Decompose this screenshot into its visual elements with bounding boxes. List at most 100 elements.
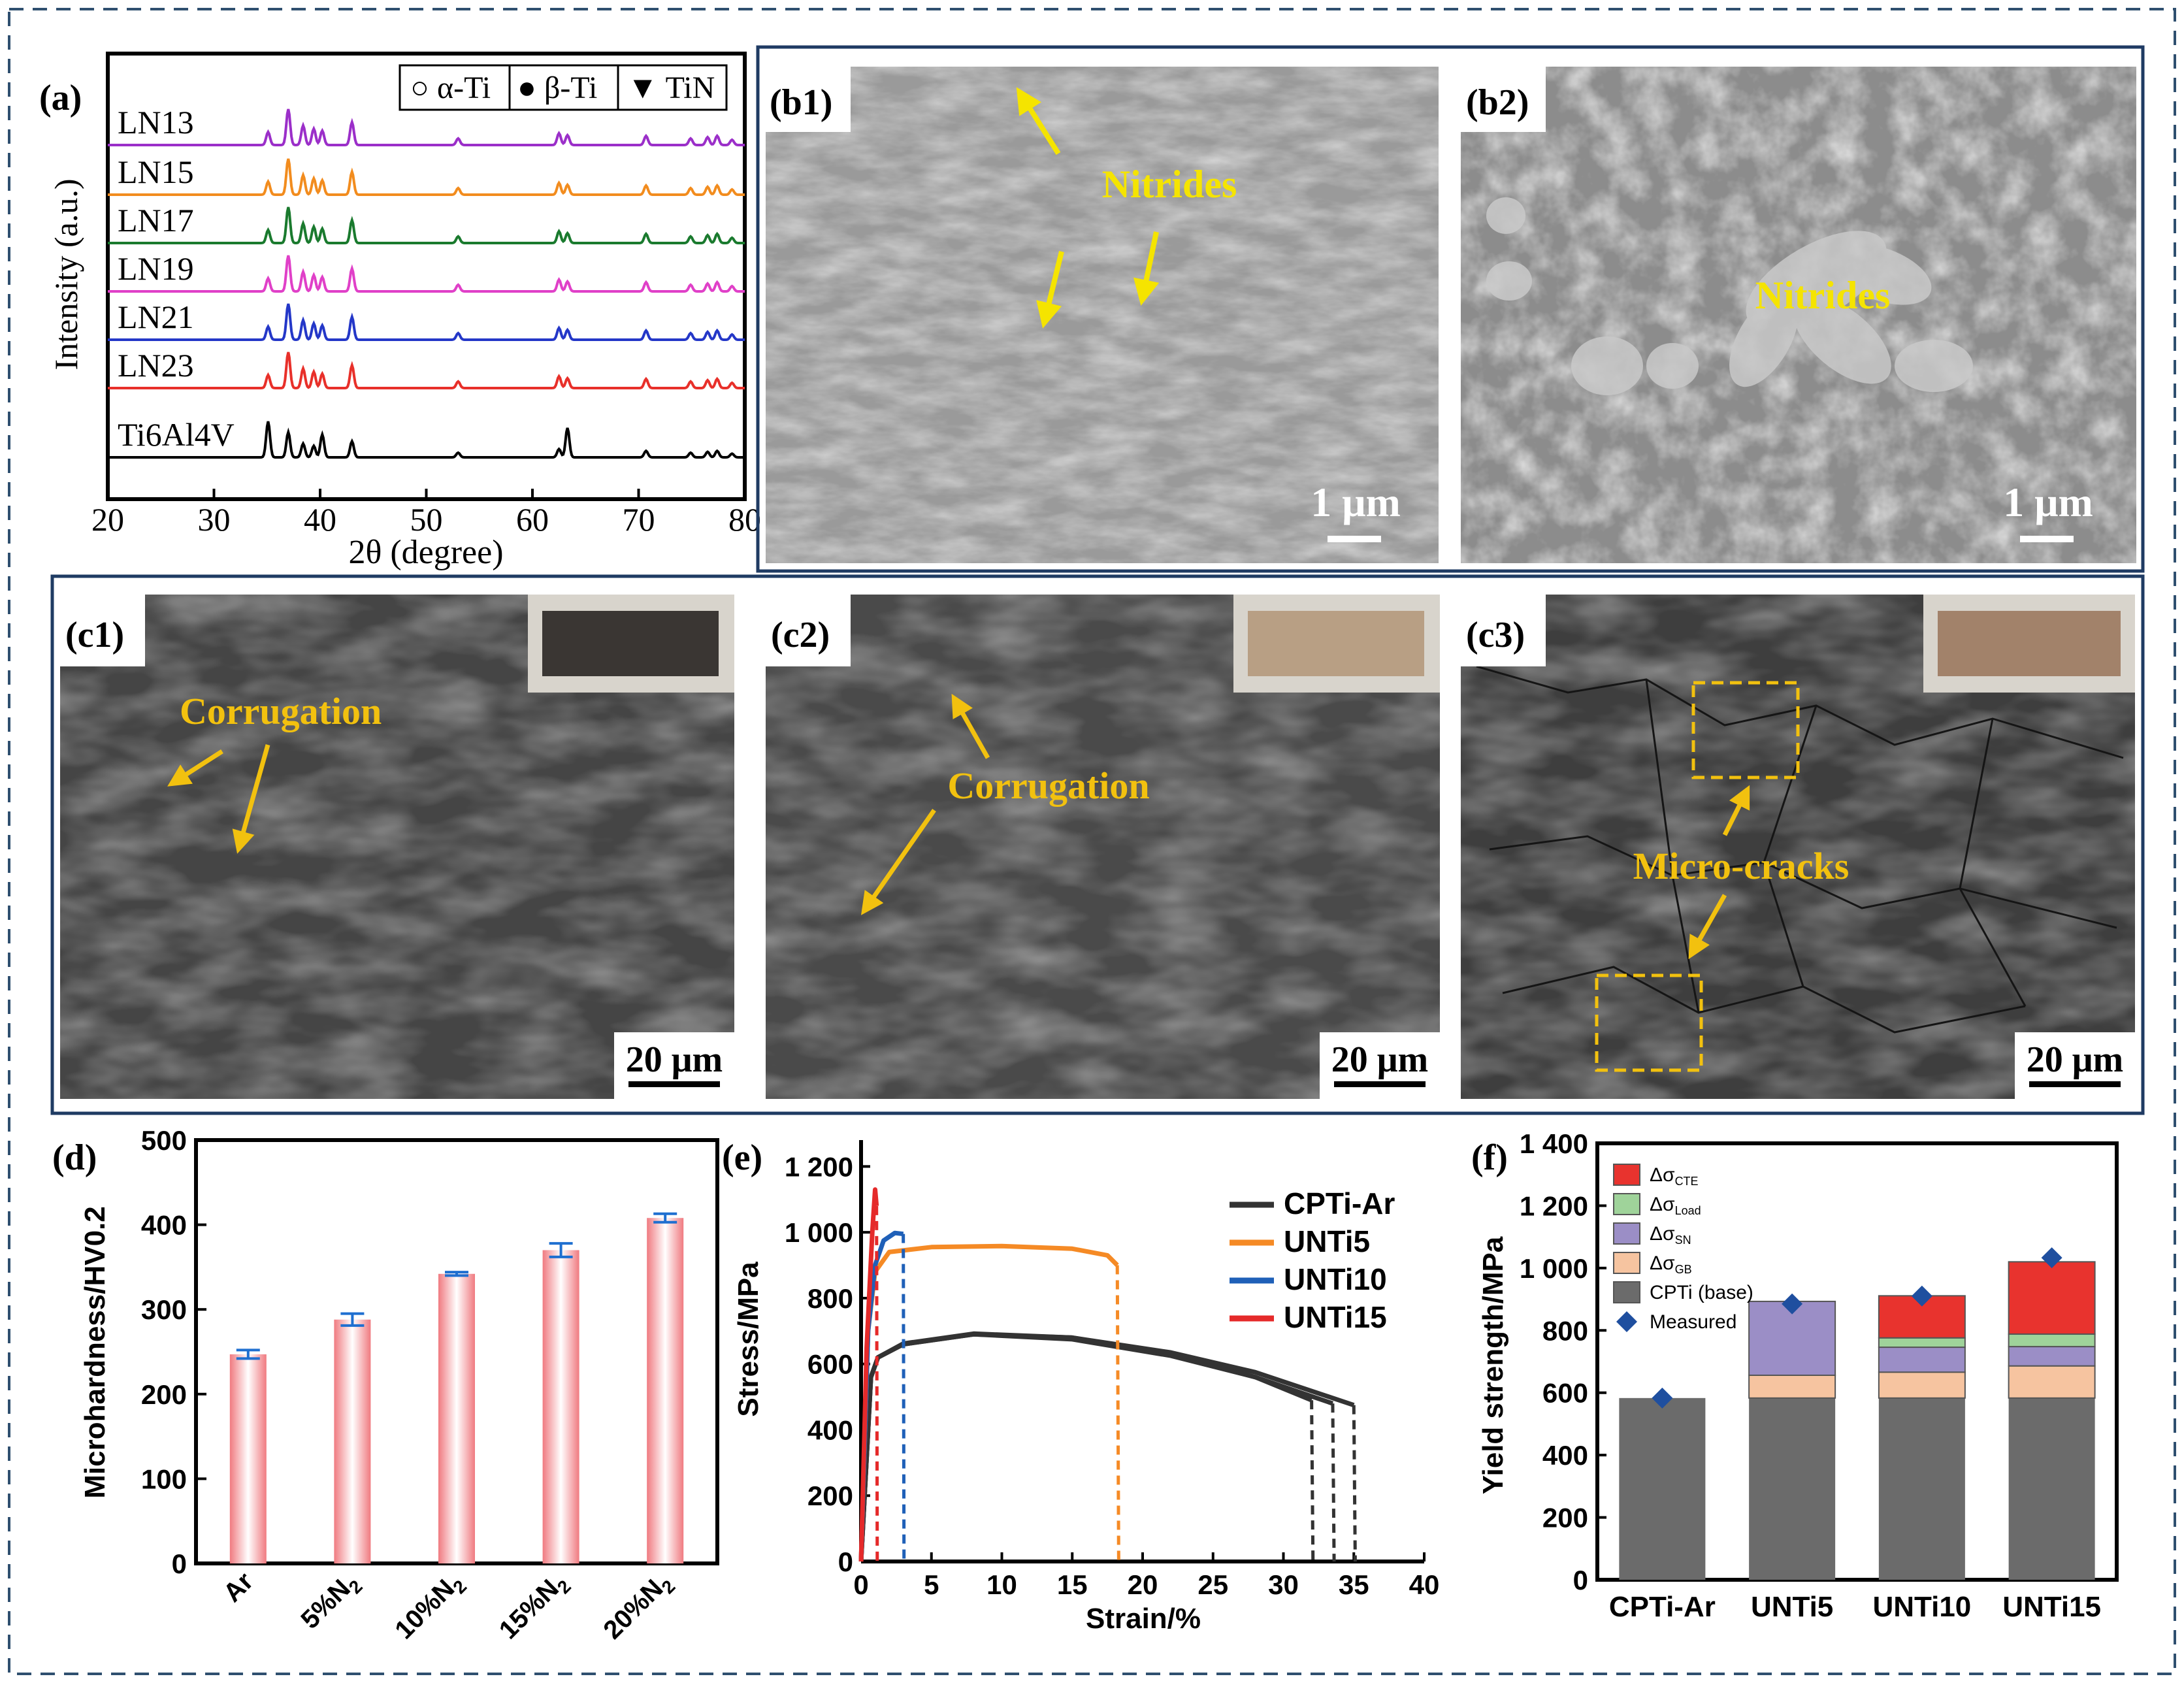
f-xtick-1: UNTi5 xyxy=(1751,1591,1833,1623)
c3-scale-text: 20 μm xyxy=(2027,1039,2123,1080)
f-xtick-2: UNTi10 xyxy=(1872,1591,1971,1623)
c2-arrow-2 xyxy=(860,808,936,915)
d-bar-0 xyxy=(229,1354,267,1563)
xrd-curve-ti6al4v xyxy=(108,421,745,459)
panel-f-label: (f) xyxy=(1471,1137,1508,1178)
a-xtick-6: 80 xyxy=(728,501,761,538)
d-xtick-0: Ar xyxy=(218,1567,259,1608)
f-xtick-3: UNTi15 xyxy=(2002,1591,2101,1623)
panel-c2-sem: (c2) Corrugation 20 μm xyxy=(766,595,1440,1099)
f-ytick-6: 1 200 xyxy=(1520,1190,1588,1221)
a-xtick-0: 20 xyxy=(91,501,124,538)
panel-a-ylabel: Intensity (a.u.) xyxy=(48,179,84,370)
f-ytick-2: 400 xyxy=(1542,1440,1588,1471)
f-legend-label-1: ΔσGB xyxy=(1650,1252,1692,1276)
xrd-series-label-1: LN15 xyxy=(118,154,194,190)
c3-microcracks-label: Micro-cracks xyxy=(1633,845,1850,887)
e-xtick-3: 15 xyxy=(1057,1569,1088,1600)
f-legend-label-0: CPTi (base) xyxy=(1650,1282,1753,1303)
panel-e-label: (e) xyxy=(722,1137,762,1178)
f-xtick-0: CPTi-Ar xyxy=(1609,1591,1716,1623)
e-fracture-unti5-0 xyxy=(1115,1265,1120,1562)
c3-crack-network xyxy=(1476,665,2124,1034)
c1-scale-bar xyxy=(628,1081,720,1087)
f-ytick-0: 0 xyxy=(1573,1565,1588,1595)
panel-b2-sem: (b2) Nitrides 1 μm xyxy=(1461,67,2136,563)
xrd-curve-ln15 xyxy=(108,158,745,197)
d-xtick-1: 5%N2 xyxy=(295,1567,366,1637)
d-ytick-5: 500 xyxy=(141,1125,187,1156)
c2-scale-bar xyxy=(1334,1081,1426,1087)
panel-b1-label: (b1) xyxy=(770,82,832,123)
f-legend-swatch-0 xyxy=(1613,1281,1640,1303)
b2-nitride-clusters xyxy=(1486,197,1973,395)
panel-a-label: (a) xyxy=(39,78,82,118)
panel-a-xrd: (a) Intensity (a.u.) 2θ (degree) ○ α-Ti … xyxy=(39,52,761,571)
c2-corrugation-label: Corrugation xyxy=(947,764,1149,807)
a-xtick-2: 40 xyxy=(304,501,336,538)
f-bar-3-4 xyxy=(2008,1261,2096,1335)
e-xtick-4: 20 xyxy=(1128,1569,1158,1600)
f-ytick-4: 800 xyxy=(1542,1315,1588,1346)
panel-c2-label: (c2) xyxy=(771,615,830,655)
f-bar-3-2 xyxy=(2008,1346,2096,1367)
f-bar-2-0 xyxy=(1878,1397,1965,1580)
xrd-curve-ln17 xyxy=(108,206,745,245)
f-bar-2-2 xyxy=(1878,1347,1966,1373)
e-fracture-cpti-ar-0 xyxy=(1310,1400,1315,1562)
c3-scale-bar xyxy=(2029,1081,2121,1087)
b1-scale-text: 1 μm xyxy=(1311,479,1401,525)
xrd-series-label-2: LN17 xyxy=(118,202,194,238)
e-legend-label-0: CPTi-Ar xyxy=(1284,1186,1395,1220)
d-ytick-3: 300 xyxy=(141,1294,187,1325)
e-ytick-2: 400 xyxy=(807,1414,853,1445)
b1-arrow-1 xyxy=(1016,87,1061,155)
legend-alpha-ti: ○ α-Ti xyxy=(410,71,491,105)
f-measured-0 xyxy=(1652,1387,1673,1409)
e-fracture-cpti-ar-2 xyxy=(1352,1405,1357,1562)
xrd-series-label-3: LN19 xyxy=(118,250,194,287)
legend-tin: ▼ TiN xyxy=(627,71,715,105)
panel-e-stress-strain: (e) Stress/MPa Strain/% 0 5 10 15 20 25 30 35 40… xyxy=(722,1137,1439,1635)
d-bar-2 xyxy=(438,1273,475,1563)
xrd-curve-ln13 xyxy=(108,108,745,147)
f-legend-swatch-2 xyxy=(1613,1222,1640,1245)
b1-arrow-3 xyxy=(1133,231,1160,306)
f-bar-0-0 xyxy=(1619,1397,1706,1580)
f-bar-2-3 xyxy=(1878,1337,1966,1348)
c3-crack-box-2 xyxy=(1595,973,1703,1072)
f-ytick-5: 1 000 xyxy=(1520,1253,1588,1284)
f-bar-1-1 xyxy=(1748,1374,1836,1399)
panel-c-frame xyxy=(50,574,2145,1115)
xrd-curve-ln23 xyxy=(108,351,745,390)
f-bar-1-0 xyxy=(1749,1397,1836,1580)
c1-arrow-1 xyxy=(167,749,223,787)
panel-f-frame xyxy=(1595,1141,2119,1582)
b2-scale-text: 1 μm xyxy=(2003,479,2093,525)
c1-arrow-2 xyxy=(232,744,270,854)
f-measured-3 xyxy=(2041,1247,2062,1269)
xrd-series-label-0: LN13 xyxy=(118,104,194,140)
f-legend-label-4: ΔσCTE xyxy=(1650,1164,1699,1188)
b2-nitrides-label: Nitrides xyxy=(1755,274,1891,317)
b1-scale-bar xyxy=(1328,536,1381,542)
panel-e-xlabel: Strain/% xyxy=(1086,1603,1201,1635)
f-measured-2 xyxy=(1911,1285,1932,1307)
f-ytick-1: 200 xyxy=(1542,1503,1588,1533)
c3-arrow-1 xyxy=(1722,785,1750,836)
d-xtick-4: 20%N2 xyxy=(598,1567,679,1648)
xrd-series-label-4: LN21 xyxy=(118,299,194,335)
panel-f-ylabel: Yield strength/MPa xyxy=(1477,1236,1509,1494)
xrd-curve-ln21 xyxy=(108,303,745,342)
a-xtick-1: 30 xyxy=(198,501,231,538)
panel-c1-sem: (c1) Corrugation 20 μm xyxy=(60,595,734,1099)
panel-f-yield-strength: (f) Yield strength/MPa 0 200 400 600 800 1 00… xyxy=(1471,1128,2119,1623)
e-xtick-5: 25 xyxy=(1198,1569,1228,1600)
f-legend-label-2: ΔσSN xyxy=(1650,1223,1691,1247)
xrd-series-label-6: Ti6Al4V xyxy=(118,416,235,453)
e-curve-unti15-0 xyxy=(858,1187,879,1562)
f-ytick-7: 1 400 xyxy=(1520,1128,1588,1159)
f-bar-3-1 xyxy=(2008,1365,2096,1399)
d-ytick-1: 100 xyxy=(141,1463,187,1494)
e-legend-label-3: UNTi15 xyxy=(1284,1300,1387,1334)
